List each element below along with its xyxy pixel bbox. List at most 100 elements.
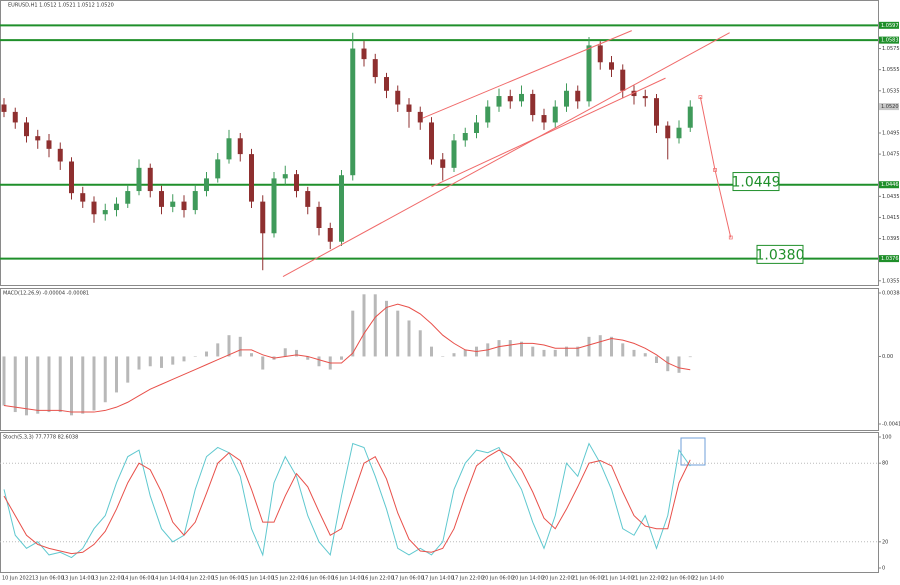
candle-body [564,90,569,107]
macd-bar [250,353,253,357]
x-tick-label: 14 Jun 14:00 [152,576,184,582]
x-tick-label: 16 Jun 14:00 [332,576,364,582]
x-tick-label: 13 Jun 22:00 [92,576,124,582]
candle-body [609,62,614,70]
x-tick-label: 16 Jun 06:00 [302,576,334,582]
x-tick-label: 16 Jun 22:00 [362,576,394,582]
macd-bar [531,346,535,357]
macd-bar [632,349,636,357]
level-tag [879,181,899,189]
macd-panel [0,288,879,431]
y-tick-label: 100 [882,435,892,441]
macd-signal [3,303,691,413]
macd-bar [373,294,377,357]
x-tick-label: 20 Jun 22:00 [542,576,574,582]
x-tick-label: 22 Jun 14:00 [692,576,724,582]
candle-body [249,154,254,202]
macd-bar [171,356,175,365]
candle-body [159,191,164,207]
candle-body [440,159,446,168]
last-price-label: 1.0520 [881,104,899,110]
macd-bar [261,356,265,370]
macd-bar [70,356,73,416]
level-tag [879,36,899,44]
x-tick-label: 21 Jun 14:00 [602,576,634,582]
candle-body [282,174,288,179]
candle-body [597,45,603,63]
macd-bar [205,351,208,357]
macd-bar [666,356,670,372]
macd-bar [688,356,692,358]
macd-bar [362,294,366,357]
candle-body [372,59,378,78]
candle-body [462,133,468,141]
macd-bar [553,349,557,357]
candle-body [294,174,299,192]
macd-bar [418,330,422,357]
candle-body [530,93,536,116]
x-tick-label: 21 Jun 22:00 [632,576,664,582]
y-tick-label: 20 [882,539,888,545]
candle-body [474,122,479,133]
candle-body [676,127,682,139]
x-tick-label: 17 Jun 06:00 [392,576,424,582]
macd-bar [160,356,163,368]
macd-bar [148,356,152,367]
macd-bar [13,356,17,413]
y-tick-label: 0.00388 [882,291,900,297]
macd-bar [306,356,310,360]
candle-body [586,45,592,102]
macd-bar [227,335,231,357]
x-tick-label: 17 Jun 22:00 [452,576,484,582]
macd-bar [103,356,107,403]
candle-body [541,115,547,123]
stoch-line [3,449,691,555]
candle-body [327,228,333,242]
arrow-point [698,95,703,99]
candle-body [451,140,457,168]
x-tick-label: 15 Jun 14:00 [242,576,274,582]
macd-bar [542,349,546,357]
macd-bar [317,356,321,367]
macd-bar [283,348,287,357]
candle-body [102,210,108,215]
candle-body [687,106,693,128]
arrow-point [728,235,733,240]
stoch-header: Stoch(5,3,3) 77.7778 82.6038 [3,435,78,441]
macd-bar [407,320,411,357]
y-tick-label: 1.0555 [882,67,900,73]
macd-bar [25,356,28,416]
macd-bar [58,356,62,413]
level-label: 1.0597 [881,23,899,29]
macd-header: MACD(12,26,9) -0.00004 -0.00081 [3,291,89,297]
candle-body [80,193,86,202]
macd-bar [137,356,141,370]
candle-body [192,191,198,211]
candle-body [620,69,626,91]
candle-body [271,178,277,234]
price-annotation: 1.0380 [756,247,805,263]
candle-body [575,90,581,102]
level-label: 1.0583 [881,38,899,44]
macd-bar [441,356,445,357]
macd-bar [126,356,130,383]
candle-body [215,159,221,179]
price-annotation-box [732,172,780,192]
y-tick-label: 1.0535 [882,88,900,94]
macd-bar [92,356,96,411]
candle-body [507,96,513,102]
x-tick-label: 10 Jun 2022 [2,576,32,582]
y-tick-label: 0 [882,566,885,572]
level-label: 1.0446 [881,182,899,188]
macd-bar [643,353,647,357]
candle-body [654,98,659,126]
macd-bar [238,336,242,357]
highlight-box [680,437,706,466]
macd-bar [295,349,298,357]
macd-bar [115,356,118,393]
macd-bar [576,346,580,357]
candle-body [665,125,671,139]
x-tick-label: 13 Jun 06:00 [32,576,64,582]
candle-body [395,90,401,105]
candle-body [170,201,176,207]
